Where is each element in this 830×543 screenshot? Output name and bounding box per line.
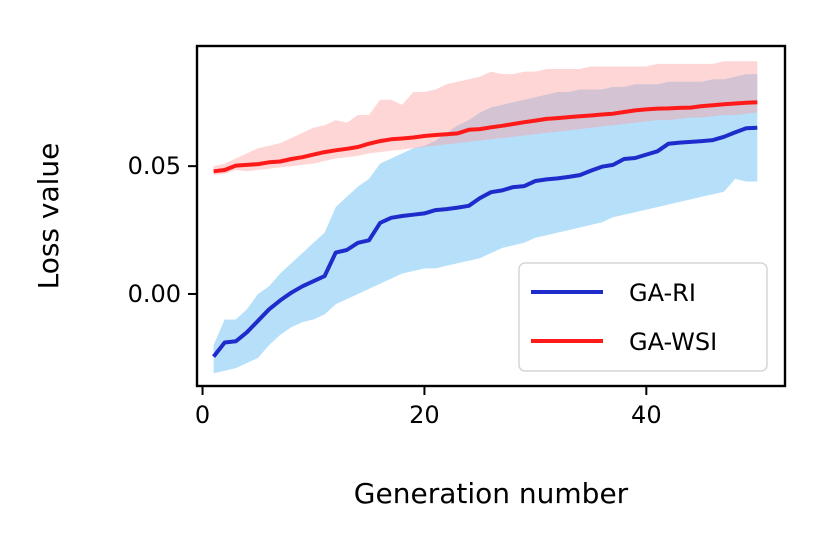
line-ga-ri (212, 125, 758, 358)
y-tick-label: 0.00 (128, 280, 181, 308)
x-axis-label: Generation number (354, 477, 629, 510)
x-tick-label: 20 (409, 401, 440, 429)
line-ga-wsi (213, 100, 758, 174)
legend-label-ga-ri: GA-RI (629, 279, 696, 307)
x-tick-label: 0 (195, 401, 210, 429)
legend-label-ga-wsi: GA-WSI (629, 328, 717, 356)
y-tick-label: 0.05 (128, 152, 181, 180)
axis-ticks: 0 20 40 0.00 0.05 (128, 152, 662, 429)
legend: GA-RI GA-WSI (518, 262, 768, 372)
x-tick-label: 40 (631, 401, 662, 429)
y-axis-label: Loss value (32, 143, 65, 290)
plot-frame (195, 44, 787, 388)
band-ga-ri (213, 74, 758, 374)
series-lines (212, 100, 758, 358)
